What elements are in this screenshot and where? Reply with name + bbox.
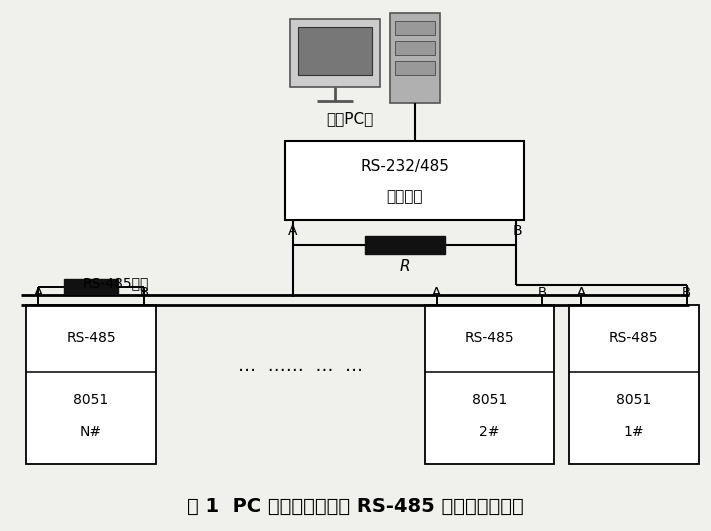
Text: A: A [577, 286, 586, 299]
Bar [298, 27, 372, 75]
Text: 8051: 8051 [616, 393, 651, 407]
Text: 1#: 1# [624, 425, 644, 439]
Text: …  ……  …  …: … …… … … [237, 357, 363, 375]
Text: 8051: 8051 [73, 393, 109, 407]
Text: 图 1  PC 机与单片机采用 RS-485 总线的连接电路: 图 1 PC 机与单片机采用 RS-485 总线的连接电路 [186, 497, 523, 516]
Text: 转换模块: 转换模块 [387, 189, 423, 204]
Text: RS-485: RS-485 [609, 331, 658, 345]
Bar [395, 41, 434, 55]
Text: B: B [513, 224, 522, 238]
Bar [424, 305, 554, 464]
Text: 上位PC机: 上位PC机 [326, 112, 374, 126]
Text: N#: N# [80, 425, 102, 439]
Text: A: A [432, 286, 442, 299]
Bar [64, 279, 119, 294]
Bar [290, 19, 380, 87]
Text: B: B [139, 286, 149, 299]
Bar [285, 141, 524, 220]
Text: 2#: 2# [479, 425, 500, 439]
Text: RS-485: RS-485 [465, 331, 514, 345]
Text: A: A [33, 286, 43, 299]
Bar [395, 21, 434, 35]
Bar [365, 236, 444, 254]
Bar [570, 305, 699, 464]
Bar [26, 305, 156, 464]
Text: B: B [682, 286, 691, 299]
Bar [395, 61, 434, 75]
Text: RS-485: RS-485 [66, 331, 116, 345]
Text: A: A [287, 224, 297, 238]
Bar [390, 13, 439, 103]
Text: RS-232/485: RS-232/485 [360, 159, 449, 174]
Text: R: R [400, 260, 410, 275]
Text: B: B [538, 286, 547, 299]
Text: RS-485总线: RS-485总线 [82, 276, 149, 290]
Text: 8051: 8051 [472, 393, 507, 407]
